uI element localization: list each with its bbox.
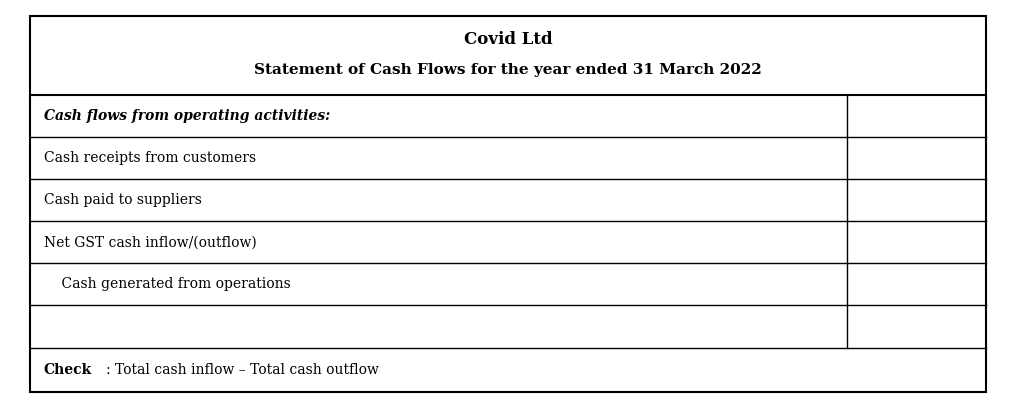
Text: Check: Check — [44, 363, 91, 377]
Text: Cash generated from operations: Cash generated from operations — [44, 277, 291, 291]
Text: Covid Ltd: Covid Ltd — [463, 31, 553, 49]
Text: Cash flows from operating activities:: Cash flows from operating activities: — [44, 109, 330, 123]
Text: : Total cash inflow – Total cash outflow: : Total cash inflow – Total cash outflow — [106, 363, 379, 377]
Text: Cash paid to suppliers: Cash paid to suppliers — [44, 193, 201, 207]
Text: Statement of Cash Flows for the year ended 31 March 2022: Statement of Cash Flows for the year end… — [254, 63, 762, 77]
Text: Cash receipts from customers: Cash receipts from customers — [44, 151, 256, 165]
Text: Net GST cash inflow/(outflow): Net GST cash inflow/(outflow) — [44, 235, 256, 249]
